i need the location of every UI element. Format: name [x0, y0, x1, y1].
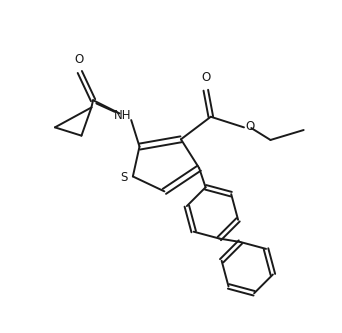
Text: O: O: [75, 53, 84, 66]
Text: NH: NH: [114, 109, 132, 122]
Text: O: O: [201, 71, 210, 84]
Text: O: O: [246, 120, 255, 133]
Text: S: S: [120, 170, 127, 183]
